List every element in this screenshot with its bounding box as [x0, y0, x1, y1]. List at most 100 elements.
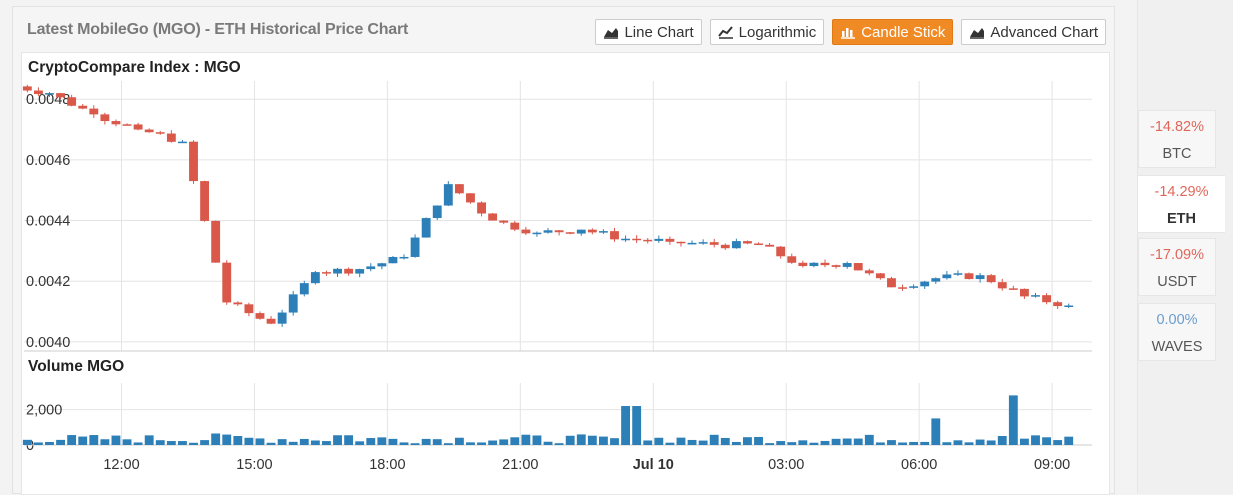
candle-up: [310, 272, 320, 284]
candle-up: [920, 281, 930, 287]
candle-down: [565, 232, 575, 234]
volume-bar: [1019, 438, 1029, 445]
candle-down: [111, 121, 121, 125]
volume-bar: [842, 438, 852, 445]
volume-bar: [654, 437, 664, 445]
volume-bar: [621, 406, 631, 445]
button-label: Line Chart: [624, 23, 694, 41]
candle-down: [864, 270, 874, 274]
candle-down: [67, 97, 77, 106]
candle-up: [366, 266, 376, 270]
candle-down: [211, 220, 221, 263]
volume-bar: [853, 438, 863, 445]
price-tick-label: 0.0042: [26, 274, 70, 290]
volume-chart-title: Volume MGO: [28, 358, 125, 375]
candle-down: [200, 181, 210, 221]
volume-bar: [942, 442, 952, 445]
pair-sidebar: -14.82% BTC -14.29% ETH -17.09% USDT 0.00% WAVE…: [1137, 0, 1233, 494]
logarithmic-button[interactable]: Logarithmic: [709, 19, 825, 45]
candle-up: [1064, 305, 1074, 307]
button-label: Advanced Chart: [990, 23, 1098, 41]
volume-bar: [598, 436, 608, 445]
volume-bar: [754, 436, 763, 445]
volume-bar: [1008, 395, 1018, 445]
volume-bar: [377, 437, 387, 445]
pair-change: 0.00%: [1156, 312, 1198, 328]
price-tick-label: 0.0044: [26, 214, 70, 230]
candle-up: [432, 205, 442, 219]
candle-up: [942, 274, 952, 279]
candle-down: [488, 213, 498, 221]
candle-down: [499, 220, 509, 223]
candle-down: [776, 246, 786, 257]
volume-bar: [432, 439, 442, 445]
candle-down: [787, 256, 797, 263]
candle-stick-button[interactable]: Candle Stick: [832, 19, 954, 45]
volume-bar: [798, 440, 808, 445]
candle-up: [598, 231, 608, 233]
candle-down: [233, 302, 243, 305]
candle-down: [344, 268, 354, 274]
volume-bar: [222, 434, 232, 445]
pair-change: -14.82%: [1149, 119, 1204, 135]
candle-down: [1019, 288, 1029, 297]
line-chart-button[interactable]: Line Chart: [595, 19, 702, 45]
volume-bar: [89, 435, 99, 445]
volume-bar: [765, 443, 775, 445]
candle-down: [1008, 288, 1018, 290]
candle-up: [388, 256, 398, 264]
candle-down: [754, 243, 763, 245]
pair-btc[interactable]: -14.82% BTC: [1138, 110, 1216, 168]
candle-down: [100, 114, 110, 122]
candle-down: [56, 93, 65, 98]
volume-bar: [864, 434, 874, 445]
candle-up: [1031, 295, 1040, 297]
candle-down: [454, 184, 464, 194]
candle-down: [743, 241, 752, 244]
chart-area: 0.0040 0.0042 0.0044 0.0046 0.0048 0 2,000 12:0…: [21, 52, 1110, 495]
candle-down: [122, 124, 132, 126]
volume-bar: [454, 437, 464, 445]
volume-bar: [532, 435, 542, 445]
candle-down: [33, 90, 43, 95]
volume-bar: [776, 441, 786, 445]
candle-down: [244, 304, 254, 314]
volume-bar: [299, 438, 309, 445]
candle-down: [477, 202, 486, 214]
volume-bar: [56, 439, 65, 445]
pair-symbol: WAVES: [1151, 339, 1203, 355]
advanced-chart-button[interactable]: Advanced Chart: [961, 19, 1106, 45]
volume-bar: [344, 435, 354, 445]
x-tick-label: 18:00: [369, 457, 405, 473]
candle-up: [731, 241, 741, 249]
candle-up: [410, 237, 420, 257]
pair-waves[interactable]: 0.00% WAVES: [1138, 303, 1216, 361]
volume-bar: [399, 442, 409, 445]
area-chart-icon: [603, 25, 619, 39]
volume-bar: [310, 440, 320, 445]
candle-down: [632, 238, 642, 241]
volume-bar: [177, 441, 187, 445]
x-tick-label: 09:00: [1034, 457, 1070, 473]
x-tick-label: 15:00: [236, 457, 272, 473]
pair-eth[interactable]: -14.29% ETH: [1137, 175, 1225, 233]
volume-bar: [887, 440, 896, 445]
candle-up: [953, 273, 963, 275]
price-tick-label: 0.0046: [26, 153, 70, 169]
candle-down: [986, 275, 996, 283]
button-label: Logarithmic: [738, 23, 817, 41]
volume-bar: [111, 435, 121, 445]
pair-usdt[interactable]: -17.09% USDT: [1138, 238, 1216, 296]
volume-bar: [477, 442, 486, 445]
volume-bar: [931, 418, 941, 445]
candle-up: [377, 263, 387, 267]
pair-change: -17.09%: [1149, 247, 1204, 263]
volume-bar: [898, 442, 907, 445]
volume-bar: [1053, 440, 1063, 445]
volume-bar: [122, 439, 132, 445]
candle-up: [621, 238, 631, 241]
candle-down: [133, 124, 143, 130]
candle-down: [510, 222, 520, 230]
candle-up: [45, 93, 54, 95]
volume-bar: [975, 439, 985, 445]
